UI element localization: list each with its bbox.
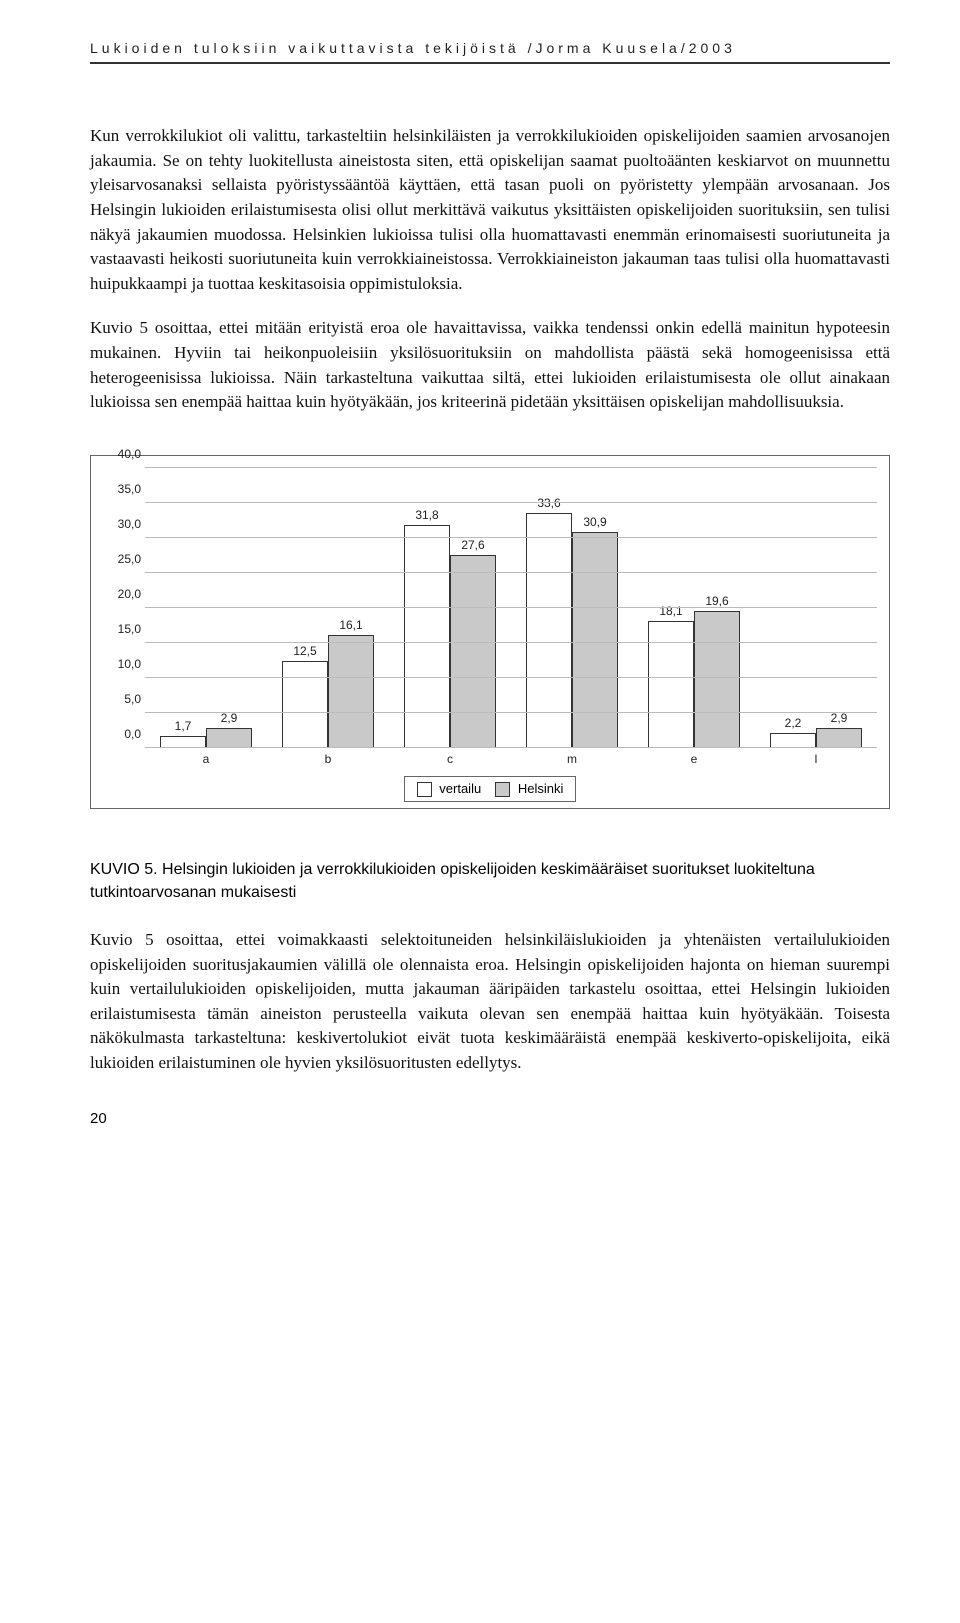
grid-line	[145, 747, 877, 748]
chart-plot-area: 1,72,912,516,131,827,633,630,918,119,62,…	[145, 468, 877, 748]
bar: 30,9	[572, 532, 618, 748]
bar-value-label: 16,1	[339, 618, 362, 632]
bar: 2,9	[206, 728, 252, 748]
paragraph-2: Kuvio 5 osoittaa, ettei mitään erityistä…	[90, 316, 890, 415]
page-number: 20	[90, 1110, 890, 1127]
caption-label: KUVIO 5.	[90, 861, 158, 878]
grid-line	[145, 712, 877, 713]
y-tick-label: 0,0	[103, 727, 141, 741]
x-axis-label: a	[145, 752, 267, 766]
x-axis-label: e	[633, 752, 755, 766]
bar-value-label: 12,5	[293, 644, 316, 658]
paragraph-3: Kuvio 5 osoittaa, ettei voimakkaasti sel…	[90, 928, 890, 1076]
y-tick-label: 15,0	[103, 622, 141, 636]
bar: 16,1	[328, 635, 374, 748]
legend-item-helsinki: Helsinki	[495, 781, 563, 797]
category-group: 2,22,9	[755, 468, 877, 748]
legend-swatch-icon	[495, 782, 510, 797]
caption-text: Helsingin lukioiden ja verrokkilukioiden…	[90, 861, 815, 900]
y-tick-label: 10,0	[103, 657, 141, 671]
category-group: 1,7 2,9	[145, 468, 267, 748]
bar: 19,6	[694, 611, 740, 748]
legend-item-vertailu: vertailu	[417, 781, 482, 797]
y-tick-label: 5,0	[103, 692, 141, 706]
bar-value-label: 2,2	[785, 716, 802, 730]
x-axis-label: m	[511, 752, 633, 766]
bar-value-label: 31,8	[415, 508, 438, 522]
x-axis-label: b	[267, 752, 389, 766]
bar-value-label: 1,7	[175, 719, 192, 733]
y-tick-label: 35,0	[103, 482, 141, 496]
bar: 12,5	[282, 661, 328, 749]
x-axis-label: l	[755, 752, 877, 766]
x-axis-label: c	[389, 752, 511, 766]
y-tick-label: 30,0	[103, 517, 141, 531]
bar-value-label: 27,6	[461, 538, 484, 552]
grid-line	[145, 642, 877, 643]
bar: 31,8	[404, 525, 450, 748]
paragraph-1: Kun verrokkilukiot oli valittu, tarkaste…	[90, 124, 890, 296]
y-tick-label: 40,0	[103, 447, 141, 461]
bar: 2,9	[816, 728, 862, 748]
legend-label: Helsinki	[518, 781, 564, 796]
grid-line	[145, 537, 877, 538]
bar: 2,2	[770, 733, 816, 748]
grid-line	[145, 502, 877, 503]
chart-legend: vertailu Helsinki	[404, 776, 577, 802]
category-group: 31,827,6	[389, 468, 511, 748]
grid-line	[145, 677, 877, 678]
bar: 27,6	[450, 555, 496, 748]
figure-caption: KUVIO 5. Helsingin lukioiden ja verrokki…	[90, 859, 890, 904]
grid-line	[145, 607, 877, 608]
legend-label: vertailu	[439, 781, 481, 796]
figure-5-chart: 1,72,912,516,131,827,633,630,918,119,62,…	[90, 455, 890, 809]
grid-line	[145, 467, 877, 468]
bars-container: 1,72,912,516,131,827,633,630,918,119,62,…	[145, 468, 877, 748]
bar-value-label: 30,9	[583, 515, 606, 529]
category-group: 18,119,6	[633, 468, 755, 748]
grid-line	[145, 572, 877, 573]
running-header: Lukioiden tuloksiin vaikuttavista tekijö…	[90, 40, 890, 64]
document-page: Lukioiden tuloksiin vaikuttavista tekijö…	[0, 0, 960, 1167]
y-tick-label: 20,0	[103, 587, 141, 601]
bar-value-label: 19,6	[705, 594, 728, 608]
category-group: 33,630,9	[511, 468, 633, 748]
bar: 18,1	[648, 621, 694, 748]
category-group: 12,516,1	[267, 468, 389, 748]
x-axis-labels: abcmel	[145, 752, 877, 766]
y-tick-label: 25,0	[103, 552, 141, 566]
legend-swatch-icon	[417, 782, 432, 797]
